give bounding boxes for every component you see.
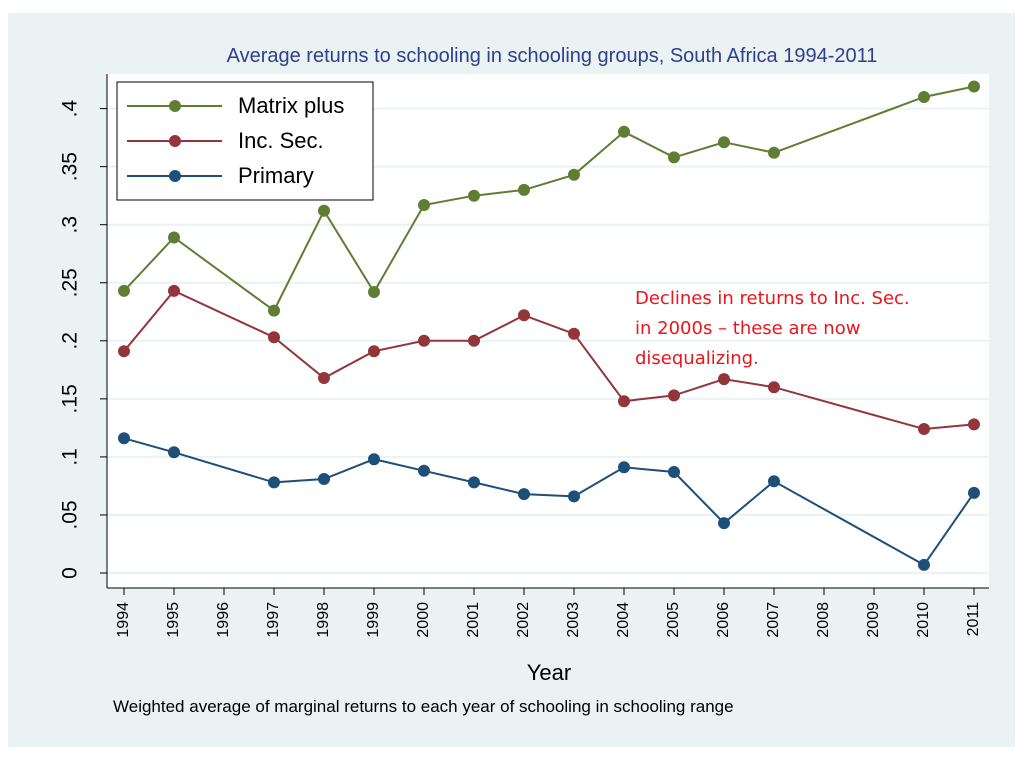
- x-tick-label: 2005: [665, 602, 682, 638]
- data-point: [468, 189, 480, 202]
- x-tick-label: 2007: [765, 602, 782, 638]
- data-point: [518, 183, 530, 196]
- chart-note: Weighted average of marginal returns to …: [113, 697, 734, 716]
- legend-label: Matrix plus: [238, 93, 344, 118]
- data-point: [968, 418, 980, 431]
- x-tick-label: 1996: [215, 602, 232, 638]
- y-tick-label: .3: [59, 216, 82, 234]
- x-axis-label: Year: [527, 660, 571, 685]
- data-point: [268, 331, 280, 344]
- data-point: [118, 432, 130, 445]
- data-point: [618, 395, 630, 408]
- data-point: [918, 423, 930, 435]
- series-matrix-plus: [118, 80, 980, 317]
- annotation-line-1: Declines in returns to Inc. Sec.: [635, 288, 910, 309]
- y-tick-label: .15: [59, 384, 82, 413]
- data-point: [418, 334, 430, 347]
- data-point: [768, 475, 780, 488]
- data-point: [118, 345, 130, 358]
- data-point: [618, 125, 630, 138]
- y-tick-label: .05: [59, 500, 82, 529]
- series-layer: [118, 80, 980, 571]
- data-point: [668, 151, 680, 164]
- legend-marker: [169, 100, 181, 112]
- data-point: [518, 309, 530, 322]
- axes: 0 .05 .1 .15 .2 .25 .3 .35 .4 1994 1995 1996 1997 199…: [59, 74, 989, 638]
- data-point: [768, 381, 780, 394]
- data-point: [718, 136, 730, 149]
- data-point: [768, 146, 780, 159]
- data-point: [418, 464, 430, 477]
- data-point: [168, 446, 180, 459]
- series-inc-sec: [118, 284, 980, 435]
- data-point: [418, 199, 430, 211]
- x-tick-label: 2006: [715, 602, 732, 638]
- x-tick-label: 2008: [815, 602, 832, 638]
- data-point: [568, 490, 580, 503]
- legend-item: Primary: [127, 163, 314, 188]
- x-tick-label: 2001: [465, 602, 482, 638]
- data-point: [918, 558, 930, 571]
- y-tick-label: .35: [59, 152, 82, 181]
- legend-label: Primary: [238, 163, 314, 188]
- data-point: [968, 486, 980, 499]
- data-point: [668, 466, 680, 478]
- legend-marker: [169, 170, 181, 182]
- data-point: [318, 372, 330, 384]
- data-point: [268, 476, 280, 489]
- data-point: [718, 373, 730, 386]
- data-point: [568, 168, 580, 181]
- x-tick-label: 2002: [515, 602, 532, 638]
- data-point: [968, 80, 980, 93]
- x-tick-label: 2010: [915, 602, 932, 638]
- legend-marker: [169, 135, 181, 147]
- x-tick-label: 1995: [165, 602, 182, 638]
- legend-item: Inc. Sec.: [127, 128, 324, 153]
- data-point: [718, 517, 730, 530]
- data-point: [518, 488, 530, 501]
- data-point: [118, 284, 130, 297]
- y-tick-label: .2: [59, 332, 82, 350]
- data-point: [168, 231, 180, 244]
- annotation-line-2: in 2000s – these are now: [635, 318, 860, 339]
- x-tick-label: 2003: [565, 602, 582, 638]
- x-tick-label: 2009: [865, 602, 882, 638]
- legend: Matrix plus Inc. Sec. Primary: [116, 81, 374, 201]
- data-point: [318, 204, 330, 217]
- annotation-line-3: disequalizing.: [635, 348, 759, 369]
- x-tick-label: 1994: [115, 602, 132, 638]
- legend-item: Matrix plus: [127, 93, 344, 118]
- data-point: [918, 91, 930, 103]
- series-primary: [118, 432, 980, 571]
- x-tick-label: 2000: [415, 602, 432, 638]
- data-point: [368, 453, 380, 466]
- data-point: [468, 334, 480, 347]
- legend-label: Inc. Sec.: [238, 128, 324, 153]
- data-point: [318, 473, 330, 485]
- annotation: Declines in returns to Inc. Sec. in 2000…: [635, 288, 910, 369]
- chart-title: Average returns to schooling in schoolin…: [227, 45, 878, 67]
- x-tick-label: 1997: [265, 602, 282, 638]
- data-point: [468, 476, 480, 489]
- data-point: [268, 304, 280, 317]
- data-point: [368, 345, 380, 358]
- x-tick-label: 1999: [365, 602, 382, 638]
- data-point: [618, 461, 630, 474]
- x-tick-label: 2004: [615, 602, 632, 638]
- data-point: [168, 284, 180, 297]
- x-tick-label: 2011: [965, 602, 982, 637]
- y-tick-label: .1: [59, 448, 82, 466]
- y-tick-label: .25: [59, 268, 82, 297]
- x-tick-label: 1998: [315, 602, 332, 638]
- y-tick-label: .4: [59, 100, 82, 118]
- data-point: [568, 327, 580, 340]
- data-point: [668, 389, 680, 402]
- data-point: [368, 286, 380, 298]
- y-tick-label: 0: [59, 567, 82, 579]
